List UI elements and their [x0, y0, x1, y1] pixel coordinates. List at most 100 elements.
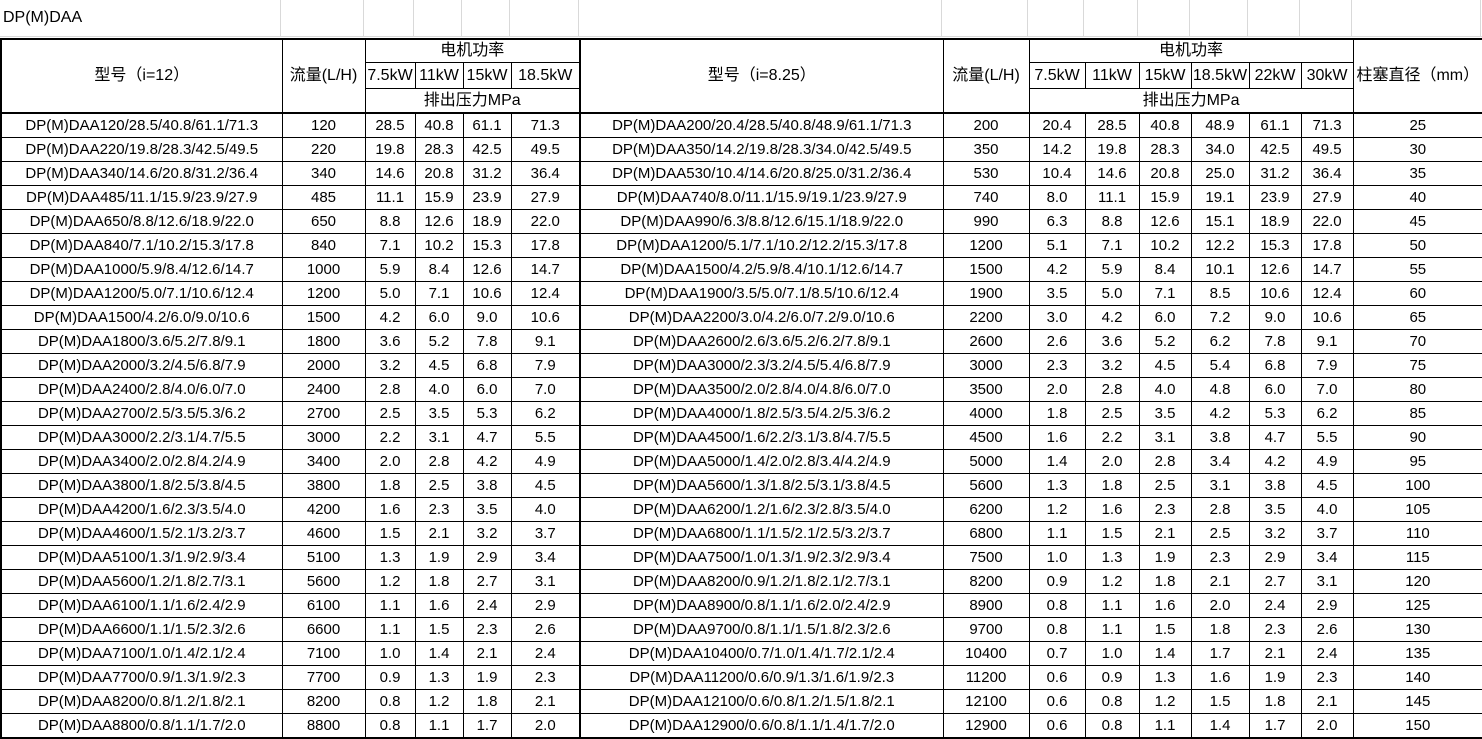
right-pressure-cell: 2.9	[1300, 593, 1354, 618]
right-flow-cell: 6200	[942, 497, 1030, 522]
right-model-cell: DP(M)DAA12900/0.6/0.8/1.1/1.4/1.7/2.0	[579, 713, 944, 739]
left-model-cell: DP(M)DAA2000/3.2/4.5/6.8/7.9	[0, 353, 283, 378]
plunger-diameter-cell: 50	[1352, 233, 1482, 258]
left-pressure-cell: 10.6	[510, 305, 581, 330]
right-pressure-cell: 5.4	[1190, 353, 1250, 378]
table-row: DP(M)DAA7700/0.9/1.3/1.9/2.3 7700 0.9 1.3 1.…	[0, 665, 1482, 690]
right-model-cell: DP(M)DAA350/14.2/19.8/28.3/34.0/42.5/49.…	[579, 137, 944, 162]
left-flow-header: 流量(L/H)	[281, 38, 366, 114]
left-model-cell: DP(M)DAA6100/1.1/1.6/2.4/2.9	[0, 593, 283, 618]
left-pressure-cell: 1.1	[414, 713, 464, 739]
right-pressure-cell: 2.4	[1300, 641, 1354, 666]
left-flow-cell: 1800	[281, 329, 366, 354]
right-power-col-header: 30kW	[1300, 62, 1354, 89]
right-pressure-cell: 1.6	[1028, 425, 1086, 450]
right-pressure-cell: 0.6	[1028, 713, 1086, 739]
left-model-cell: DP(M)DAA3800/1.8/2.5/3.8/4.5	[0, 473, 283, 498]
left-pressure-cell: 5.5	[510, 425, 581, 450]
left-pressure-cell: 7.1	[364, 233, 416, 258]
right-pressure-cell: 1.8	[1248, 689, 1302, 714]
right-pressure-cell: 2.5	[1084, 401, 1140, 426]
right-pressure-cell: 9.0	[1248, 305, 1302, 330]
right-pressure-cell: 5.3	[1248, 401, 1302, 426]
left-pressure-cell: 36.4	[510, 161, 581, 186]
right-pressure-cell: 1.5	[1138, 617, 1192, 642]
right-pressure-cell: 4.0	[1300, 497, 1354, 522]
right-pressure-cell: 3.5	[1138, 401, 1192, 426]
right-pressure-cell: 1.0	[1028, 545, 1086, 570]
left-pressure-cell: 2.1	[462, 641, 512, 666]
left-pressure-cell: 1.4	[414, 641, 464, 666]
left-pressure-cell: 3.1	[414, 425, 464, 450]
right-pressure-cell: 2.3	[1300, 665, 1354, 690]
plunger-diameter-cell: 145	[1352, 689, 1482, 714]
left-pressure-cell: 23.9	[462, 185, 512, 210]
table-row: DP(M)DAA3800/1.8/2.5/3.8/4.5 3800 1.8 2.5 3.…	[0, 473, 1482, 498]
left-pressure-cell: 1.6	[364, 497, 416, 522]
table-row: DP(M)DAA1000/5.9/8.4/12.6/14.7 1000 5.9 8.4…	[0, 257, 1482, 282]
right-pressure-cell: 12.6	[1248, 257, 1302, 282]
right-pressure-cell: 1.2	[1084, 569, 1140, 594]
right-pressure-cell: 3.6	[1084, 329, 1140, 354]
left-discharge-pressure-header: 排出压力MPa	[364, 88, 581, 114]
left-pressure-cell: 3.4	[510, 545, 581, 570]
right-pressure-cell: 2.1	[1138, 521, 1192, 546]
gridline	[0, 36, 1482, 37]
plunger-diameter-cell: 130	[1352, 617, 1482, 642]
left-pressure-cell: 12.6	[414, 209, 464, 234]
right-pressure-cell: 4.7	[1248, 425, 1302, 450]
gridline	[461, 0, 462, 36]
left-pressure-cell: 40.8	[414, 112, 464, 138]
plunger-diameter-cell: 40	[1352, 185, 1482, 210]
right-model-cell: DP(M)DAA1500/4.2/5.9/8.4/10.1/12.6/14.7	[579, 257, 944, 282]
right-model-cell: DP(M)DAA8200/0.9/1.2/1.8/2.1/2.7/3.1	[579, 569, 944, 594]
right-pressure-cell: 1.4	[1028, 449, 1086, 474]
header-row-pressure: 排出压力MPa 排出压力MPa	[1, 88, 1482, 114]
right-pressure-cell: 7.2	[1190, 305, 1250, 330]
left-pressure-cell: 2.5	[364, 401, 416, 426]
right-pressure-cell: 49.5	[1300, 137, 1354, 162]
left-pressure-cell: 3.2	[364, 353, 416, 378]
left-model-cell: DP(M)DAA2400/2.8/4.0/6.0/7.0	[0, 377, 283, 402]
left-pressure-cell: 4.2	[364, 305, 416, 330]
plunger-diameter-header: 柱塞直径（mm）	[1352, 38, 1482, 114]
right-pressure-cell: 19.1	[1190, 185, 1250, 210]
table-row: DP(M)DAA840/7.1/10.2/15.3/17.8 840 7.1 10.2…	[0, 233, 1482, 258]
left-pressure-cell: 28.3	[414, 137, 464, 162]
right-pressure-cell: 2.7	[1248, 569, 1302, 594]
left-pressure-cell: 71.3	[510, 112, 581, 138]
plunger-diameter-cell: 65	[1352, 305, 1482, 330]
right-pressure-cell: 2.2	[1084, 425, 1140, 450]
right-model-cell: DP(M)DAA8900/0.8/1.1/1.6/2.0/2.4/2.9	[579, 593, 944, 618]
left-pressure-cell: 0.8	[364, 689, 416, 714]
gridline	[1480, 0, 1481, 36]
left-flow-cell: 840	[281, 233, 366, 258]
table-row: DP(M)DAA2400/2.8/4.0/6.0/7.0 2400 2.8 4.0 6.…	[0, 377, 1482, 402]
left-power-col-header: 7.5kW	[364, 62, 416, 89]
left-model-cell: DP(M)DAA5600/1.2/1.8/2.7/3.1	[0, 569, 283, 594]
table-row: DP(M)DAA1500/4.2/6.0/9.0/10.6 1500 4.2 6.0 9…	[0, 305, 1482, 330]
table-row: DP(M)DAA7100/1.0/1.4/2.1/2.4 7100 1.0 1.4 2.…	[0, 641, 1482, 666]
left-power-col-header: 15kW	[462, 62, 512, 89]
right-pressure-cell: 9.1	[1300, 329, 1354, 354]
right-pressure-cell: 19.8	[1084, 137, 1140, 162]
right-flow-cell: 5600	[942, 473, 1030, 498]
plunger-diameter-cell: 45	[1352, 209, 1482, 234]
table-row: DP(M)DAA220/19.8/28.3/42.5/49.5 220 19.8 28…	[0, 137, 1482, 162]
left-pressure-cell: 27.9	[510, 185, 581, 210]
left-pressure-cell: 6.0	[414, 305, 464, 330]
right-pressure-cell: 15.3	[1248, 233, 1302, 258]
right-pressure-cell: 2.3	[1248, 617, 1302, 642]
right-pressure-cell: 1.1	[1138, 713, 1192, 739]
left-model-cell: DP(M)DAA840/7.1/10.2/15.3/17.8	[0, 233, 283, 258]
right-flow-cell: 740	[942, 185, 1030, 210]
left-flow-cell: 2000	[281, 353, 366, 378]
left-pressure-cell: 4.9	[510, 449, 581, 474]
right-pressure-cell: 12.4	[1300, 281, 1354, 306]
right-pressure-cell: 5.9	[1084, 257, 1140, 282]
right-pressure-cell: 10.1	[1190, 257, 1250, 282]
left-flow-cell: 8800	[281, 713, 366, 739]
plunger-diameter-cell: 80	[1352, 377, 1482, 402]
right-pressure-cell: 1.2	[1028, 497, 1086, 522]
right-flow-cell: 350	[942, 137, 1030, 162]
